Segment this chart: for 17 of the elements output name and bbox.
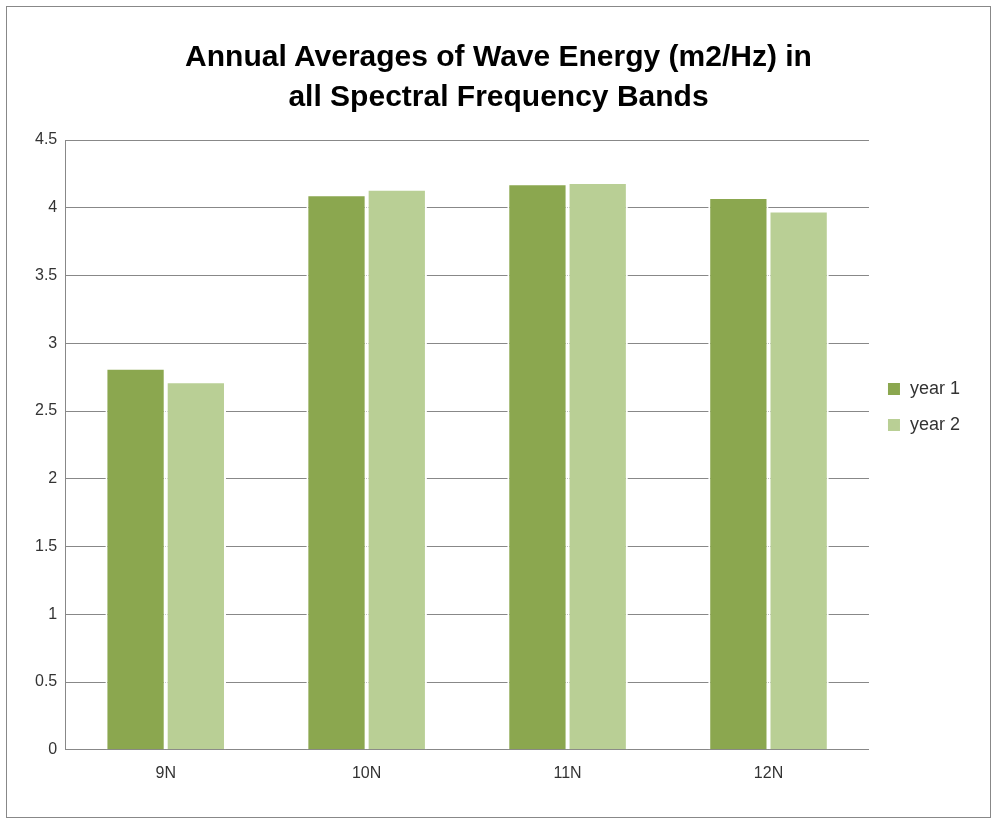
y-tick-label: 3 xyxy=(48,333,58,351)
y-tick-label: 2.5 xyxy=(34,401,58,419)
y-tick-label: 2 xyxy=(48,469,58,487)
x-tick-label: 12N xyxy=(753,763,784,781)
x-tick-label: 10N xyxy=(351,763,382,781)
y-tick-label: 4 xyxy=(48,198,58,216)
y-tick-label: 0 xyxy=(48,740,58,758)
legend-label: year 1 xyxy=(909,377,960,398)
chart-title: Annual Averages of Wave Energy (m2/Hz) in all Spectral Frequency Bands xyxy=(185,38,812,113)
y-tick-label: 1.5 xyxy=(34,536,58,554)
legend-label: year 2 xyxy=(909,413,960,434)
y-tick-label: 4.5 xyxy=(34,130,58,148)
y-tick-label: 3.5 xyxy=(34,265,58,283)
y-tick-label: 1 xyxy=(48,604,58,622)
x-tick-label: 9N xyxy=(155,763,176,781)
y-tick-label: 0.5 xyxy=(34,672,58,690)
x-tick-label: 11N xyxy=(553,763,582,781)
